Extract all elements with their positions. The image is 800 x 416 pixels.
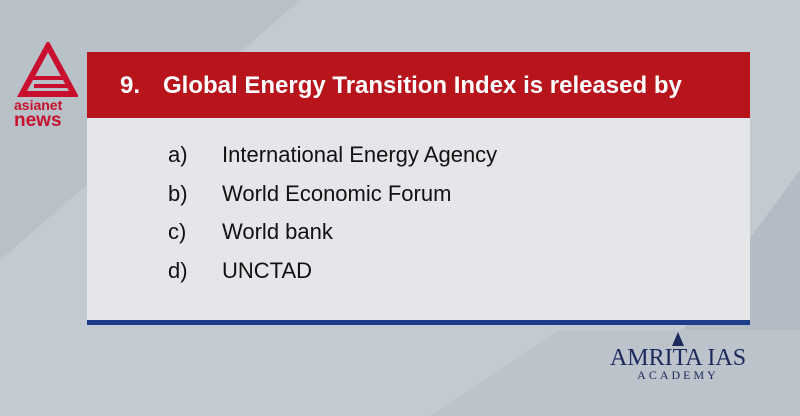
option-text: International Energy Agency xyxy=(222,142,498,167)
bottom-rule xyxy=(87,320,750,325)
logo-line1: asianet xyxy=(14,97,63,113)
question-number: 9. xyxy=(120,72,141,99)
option-letter: a) xyxy=(168,142,188,167)
brand-name: AMRITA IAS xyxy=(609,345,747,371)
brand-sub: ACADEMY xyxy=(637,368,719,382)
option-letter: c) xyxy=(168,219,187,244)
question-text: Global Energy Transition Index is releas… xyxy=(163,72,682,99)
option-letter: b) xyxy=(168,180,188,206)
brand-icon xyxy=(672,332,684,346)
logo: asianet news xyxy=(14,39,80,131)
option-text: World bank xyxy=(222,219,333,244)
option-letter: d) xyxy=(168,257,188,283)
question-bar: 9. Global Energy Transition Index is rel… xyxy=(87,52,750,118)
logo-line2: news xyxy=(14,110,62,131)
option-text: World Economic Forum xyxy=(222,180,452,206)
logo-icon xyxy=(16,39,80,97)
brand: AMRITA IAS ACADEMY xyxy=(600,332,756,381)
option-text: UNCTAD xyxy=(222,257,313,283)
options-card xyxy=(87,118,750,320)
